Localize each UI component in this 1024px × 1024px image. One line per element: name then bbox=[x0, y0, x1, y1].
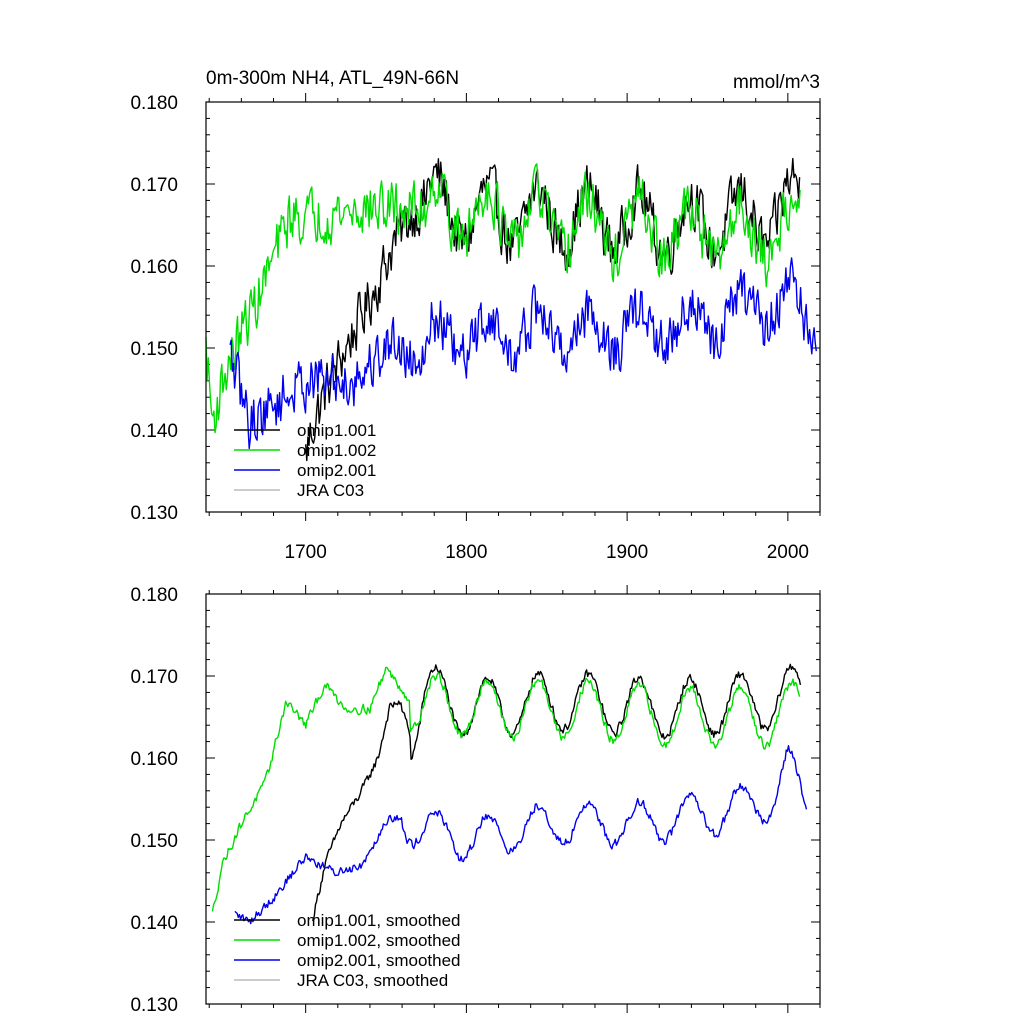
plot-frame bbox=[205, 101, 821, 513]
y-tick-label: 0.170 bbox=[130, 175, 178, 196]
x-tick-label: 1900 bbox=[606, 542, 648, 563]
tick-marks bbox=[206, 585, 821, 1013]
y-tick-label: 0.180 bbox=[130, 93, 178, 114]
y-tick-label: 0.150 bbox=[130, 831, 178, 852]
series-line bbox=[229, 257, 817, 450]
legend-label: omip1.002, smoothed bbox=[297, 931, 461, 950]
series-line bbox=[311, 663, 802, 922]
top-panel: 0m-300m NH4, ATL_49N-66N mmol/m^3 0.1300… bbox=[130, 68, 821, 563]
y-tick-label: 0.160 bbox=[130, 257, 178, 278]
legend-label: omip1.001, smoothed bbox=[297, 911, 461, 930]
series-line bbox=[211, 666, 801, 912]
legend-label: omip2.001, smoothed bbox=[297, 951, 461, 970]
y-tick-label: 0.140 bbox=[130, 421, 178, 442]
y-tick-label: 0.180 bbox=[130, 585, 178, 606]
series-lines bbox=[211, 663, 808, 925]
y-tick-label: 0.150 bbox=[130, 339, 178, 360]
x-tick-label: 1800 bbox=[445, 542, 487, 563]
series-lines bbox=[205, 157, 817, 462]
series-line bbox=[305, 157, 801, 462]
y-tick-label: 0.130 bbox=[130, 503, 178, 524]
units-label: mmol/m^3 bbox=[733, 72, 820, 93]
series-line bbox=[205, 163, 801, 434]
y-tick-labels: 0.130 0.140 0.150 0.160 0.170 0.180 bbox=[130, 93, 178, 524]
y-tick-labels: 0.130 0.140 0.150 0.160 0.170 0.180 bbox=[130, 585, 178, 1016]
legend-label: omip2.001 bbox=[297, 461, 376, 480]
legend-label: JRA C03, smoothed bbox=[297, 971, 448, 990]
legend-label: omip1.002 bbox=[297, 441, 376, 460]
bottom-panel: 0.130 0.140 0.150 0.160 0.170 0.180 omip1.001… bbox=[130, 585, 821, 1016]
chart-title: 0m-300m NH4, ATL_49N-66N bbox=[206, 68, 459, 89]
legend-label: omip1.001 bbox=[297, 421, 376, 440]
series-line bbox=[234, 745, 808, 925]
plot-frame bbox=[205, 593, 821, 1005]
y-tick-label: 0.130 bbox=[130, 995, 178, 1016]
y-tick-label: 0.140 bbox=[130, 913, 178, 934]
y-tick-label: 0.160 bbox=[130, 749, 178, 770]
x-tick-labels: 1700 1800 1900 2000 bbox=[285, 542, 809, 563]
x-tick-label: 1700 bbox=[285, 542, 327, 563]
y-tick-label: 0.170 bbox=[130, 667, 178, 688]
legend-label: JRA C03 bbox=[297, 481, 364, 500]
tick-marks bbox=[206, 93, 821, 521]
x-tick-label: 2000 bbox=[767, 542, 809, 563]
